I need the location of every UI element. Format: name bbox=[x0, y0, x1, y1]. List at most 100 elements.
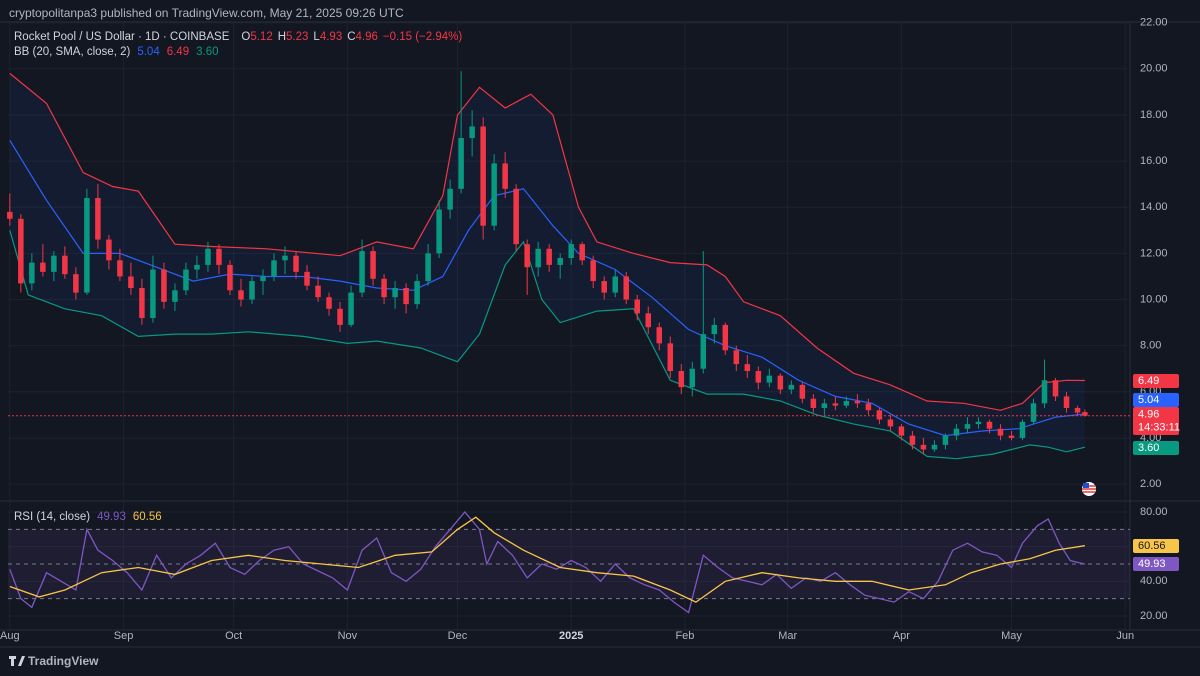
candle-body bbox=[1019, 421, 1026, 438]
candle-body bbox=[282, 255, 288, 261]
candle-body bbox=[18, 218, 24, 284]
candle-body bbox=[458, 138, 464, 189]
candle-body bbox=[722, 324, 729, 351]
axis-value-box bbox=[1133, 539, 1179, 553]
candle-body bbox=[942, 435, 949, 445]
candle-body bbox=[29, 262, 35, 284]
candle-body bbox=[623, 276, 629, 300]
candle-body bbox=[590, 260, 596, 282]
x-tick-label: Oct bbox=[225, 630, 242, 642]
axis-value-label: 14:33:11 bbox=[1138, 421, 1180, 433]
x-tick-label: Dec bbox=[448, 630, 468, 642]
rsi-tick-label: 20.00 bbox=[1140, 610, 1168, 622]
y-tick-label: 16.00 bbox=[1140, 155, 1168, 167]
candle-body bbox=[975, 421, 982, 425]
candle-body bbox=[986, 421, 993, 429]
x-tick-label: Nov bbox=[338, 630, 358, 642]
ohlc-letter: C bbox=[347, 31, 355, 43]
candle-body bbox=[568, 244, 574, 259]
candle-body bbox=[733, 350, 740, 365]
candle-body bbox=[359, 251, 365, 293]
candle-body bbox=[447, 188, 453, 210]
y-tick-label: 10.00 bbox=[1140, 293, 1168, 305]
candle-body bbox=[909, 435, 916, 445]
candle-body bbox=[436, 209, 442, 254]
footer-logo: TradingView bbox=[9, 654, 99, 668]
candle-body bbox=[689, 368, 696, 388]
candle-body bbox=[150, 269, 156, 318]
axis-value-box bbox=[1133, 441, 1179, 455]
candle-body bbox=[799, 384, 806, 399]
axis-value-label: 5.04 bbox=[1138, 394, 1159, 406]
candle-body bbox=[502, 163, 508, 189]
flag-icon bbox=[1082, 482, 1096, 496]
bb-value: 3.60 bbox=[196, 46, 218, 58]
bb-line bbox=[9, 72, 1085, 411]
candle-body bbox=[128, 276, 134, 288]
candle-body bbox=[777, 375, 784, 390]
candle-body bbox=[1030, 403, 1037, 422]
candle-body bbox=[876, 410, 883, 420]
candle-body bbox=[337, 308, 343, 325]
candle-body bbox=[7, 211, 13, 219]
candle-body bbox=[1052, 380, 1059, 397]
x-tick-label: May bbox=[1001, 630, 1022, 642]
candle-body bbox=[832, 403, 839, 406]
candle-body bbox=[656, 327, 663, 344]
axis-value-label: 3.60 bbox=[1138, 442, 1159, 454]
candle-body bbox=[821, 403, 828, 408]
y-tick-label: 8.00 bbox=[1140, 340, 1161, 352]
candle-body bbox=[491, 163, 497, 226]
candle-body bbox=[667, 343, 674, 372]
candle-body bbox=[326, 297, 332, 309]
published-line: cryptopolitanpa3 published on TradingVie… bbox=[9, 6, 404, 20]
candle-body bbox=[260, 276, 266, 282]
candle-body bbox=[216, 248, 222, 265]
candle-body bbox=[997, 428, 1004, 436]
rsi-tick-label: 80.00 bbox=[1140, 506, 1168, 518]
candle-body bbox=[95, 198, 101, 240]
candle-body bbox=[348, 292, 354, 325]
candle-body bbox=[1041, 380, 1048, 404]
candle-body bbox=[249, 281, 255, 300]
ohlc-value: 4.96 bbox=[356, 31, 378, 43]
symbol-name: Rocket Pool / US Dollar · 1D · COINBASE bbox=[14, 31, 230, 43]
candle-body bbox=[634, 299, 640, 314]
candle-body bbox=[469, 126, 475, 139]
axis-value-box bbox=[1133, 407, 1179, 435]
x-tick-label: Mar bbox=[778, 630, 797, 642]
bb-legend: BB (20, SMA, close, 2) 5.04 6.49 3.60 bbox=[14, 46, 219, 58]
bb-name: BB (20, SMA, close, 2) bbox=[14, 46, 130, 58]
x-tick-label: Sep bbox=[114, 630, 134, 642]
candle-body bbox=[194, 264, 200, 270]
y-tick-label: 22.00 bbox=[1140, 17, 1168, 29]
x-tick-label: Aug bbox=[0, 630, 20, 642]
ohlc-letter: O bbox=[241, 31, 250, 43]
candle-body bbox=[51, 255, 57, 272]
candle-body bbox=[964, 424, 971, 429]
axis-value-box bbox=[1133, 393, 1179, 407]
candle-body bbox=[106, 239, 112, 261]
y-tick-label: 12.00 bbox=[1140, 247, 1168, 259]
candle-body bbox=[865, 403, 872, 411]
y-tick-label: 2.00 bbox=[1140, 478, 1161, 490]
candle-body bbox=[700, 334, 707, 369]
axis-value-label: 6.49 bbox=[1138, 375, 1159, 387]
candle-body bbox=[920, 444, 927, 450]
candle-body bbox=[535, 248, 541, 268]
change: −0.15 (−2.94%) bbox=[383, 31, 462, 43]
rsi-line bbox=[9, 510, 1086, 614]
candle-body bbox=[810, 398, 817, 408]
candle-body bbox=[513, 188, 519, 245]
candle-body bbox=[161, 269, 167, 302]
bb-line bbox=[9, 139, 1085, 437]
axis-value-box bbox=[1133, 374, 1179, 388]
rsi-line bbox=[9, 516, 1085, 603]
rsi-tick-label: 40.00 bbox=[1140, 575, 1168, 587]
candle-body bbox=[414, 281, 420, 305]
x-tick-label: 2025 bbox=[559, 630, 583, 642]
candle-body bbox=[183, 269, 189, 291]
rsi-legend: RSI (14, close) 49.93 60.56 bbox=[14, 511, 162, 523]
